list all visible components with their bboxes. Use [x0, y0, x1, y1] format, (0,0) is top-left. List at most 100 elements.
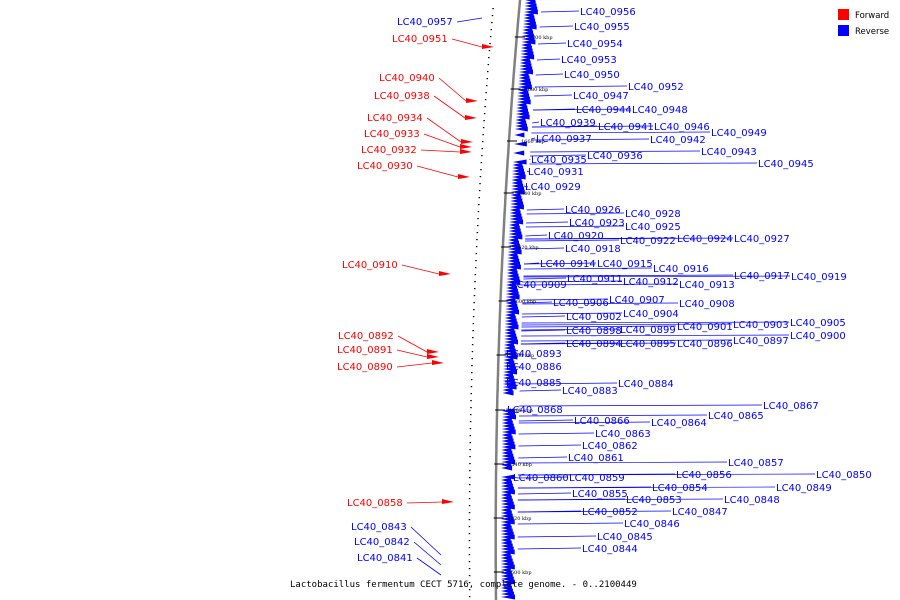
track-mark	[469, 435, 472, 437]
reverse-gene-label: LC40_0935	[531, 155, 587, 166]
connector-line	[522, 302, 679, 305]
track-mark	[475, 253, 478, 255]
legend-forward-swatch	[838, 9, 849, 20]
track-mark	[473, 309, 475, 311]
connector-line	[517, 547, 582, 550]
reverse-gene-label: LC40_0908	[679, 299, 735, 310]
connector-line	[531, 125, 654, 128]
reverse-gene-arrow	[501, 462, 512, 468]
reverse-gene-label: LC40_0846	[624, 519, 680, 530]
reverse-gene-label: LC40_0857	[728, 458, 784, 469]
connector-line	[518, 461, 728, 464]
connector-line	[526, 170, 530, 173]
reverse-gene-label: LC40_0863	[595, 429, 651, 440]
reverse-gene-arrow	[503, 360, 515, 366]
connector-line	[518, 473, 816, 476]
track-mark	[471, 351, 474, 353]
track-mark	[478, 204, 480, 206]
reverse-gene-label: LC40_0936	[587, 151, 643, 162]
reverse-gene-label: LC40_0948	[632, 105, 688, 116]
connector-line	[451, 38, 483, 48]
connector-line	[525, 237, 734, 240]
reverse-gene-arrow	[500, 549, 515, 555]
connector-line	[534, 85, 628, 88]
reverse-gene-arrow	[500, 483, 513, 489]
reverse-gene-arrow	[520, 54, 535, 60]
reverse-gene-label: LC40_0929	[525, 182, 581, 193]
track-mark	[482, 141, 484, 143]
legend-reverse-label: Reverse	[855, 27, 889, 37]
reverse-gene-arrow	[500, 495, 512, 501]
reverse-gene-label: LC40_0859	[569, 473, 625, 484]
reverse-gene-label: LC40_0860	[513, 473, 569, 484]
track-mark	[469, 456, 471, 458]
track-mark	[469, 484, 471, 486]
reverse-gene-label: LC40_0924	[677, 234, 733, 245]
reverse-gene-label: LC40_0862	[582, 441, 638, 452]
reverse-gene-label: LC40_0861	[568, 453, 624, 464]
reverse-gene-arrow	[511, 174, 526, 180]
track-mark	[472, 337, 474, 339]
legend-reverse-swatch	[838, 25, 849, 36]
track-mark	[480, 162, 483, 164]
track-mark	[469, 470, 471, 472]
gene-glyphs	[427, 0, 538, 600]
reverse-gene-arrow	[509, 204, 524, 210]
reverse-gene-label: LC40_0852	[582, 507, 638, 518]
reverse-gene-arrow	[501, 420, 513, 426]
track-mark	[483, 113, 486, 115]
connector-line	[397, 335, 428, 353]
reverse-gene-label: LC40_0923	[569, 218, 625, 229]
reverse-gene-arrow	[502, 384, 517, 390]
reverse-gene-arrow	[500, 585, 512, 591]
track-mark	[479, 183, 481, 185]
reverse-gene-arrow	[500, 570, 512, 576]
reverse-gene-label: LC40_0897	[733, 336, 789, 347]
connector-line	[520, 339, 733, 342]
reverse-gene-arrow	[500, 561, 514, 567]
tick-label: 1540 kbp	[508, 462, 532, 468]
reverse-gene-label: LC40_0943	[701, 147, 757, 158]
reverse-gene-label: LC40_0848	[724, 495, 780, 506]
reverse-gene-arrow	[500, 528, 513, 534]
reverse-gene-arrow	[500, 498, 513, 504]
reverse-gene-arrow	[515, 114, 530, 120]
connector-line	[519, 389, 562, 392]
connector-line	[522, 301, 553, 304]
connector-line	[423, 133, 461, 148]
track-mark	[469, 442, 471, 444]
connector-line	[401, 264, 440, 275]
track-mark	[469, 428, 472, 430]
reverse-gene-arrow	[506, 282, 517, 288]
reverse-gene-arrow	[514, 132, 525, 138]
connector-line	[525, 234, 548, 237]
forward-gene-label: LC40_0842	[354, 537, 410, 548]
reverse-gene-arrow	[500, 513, 513, 519]
reverse-gene-arrow	[501, 417, 512, 423]
reverse-gene-arrow	[500, 519, 515, 525]
connector-line	[530, 150, 701, 153]
track-mark	[468, 589, 471, 591]
reverse-gene-label: LC40_0937	[536, 134, 592, 145]
forward-gene-label: LC40_0951	[392, 34, 448, 45]
reverse-gene-label: LC40_0918	[565, 244, 621, 255]
reverse-gene-label: LC40_0844	[582, 544, 638, 555]
tick-label: 1560 kbp	[509, 408, 533, 414]
reverse-gene-label: LC40_0953	[561, 55, 617, 66]
track-mark	[468, 491, 471, 493]
connector-line	[410, 526, 442, 556]
reverse-gene-arrow	[505, 300, 517, 306]
legend-forward-label: Forward	[855, 11, 889, 21]
gene-labels: LC40_0957 LC40_0951 LC40_0940 LC40_0938 LC40…	[337, 7, 872, 564]
connector-line	[517, 492, 572, 495]
track-mark	[468, 526, 471, 528]
forward-gene-arrow	[465, 115, 477, 120]
forward-gene-arrow	[427, 354, 439, 359]
track-mark	[474, 267, 477, 269]
connector-line	[523, 275, 791, 278]
connector-line	[518, 421, 651, 424]
reverse-gene-arrow	[508, 234, 523, 240]
track-mark	[482, 134, 484, 136]
forward-gene-label: LC40_0938	[374, 91, 430, 102]
reverse-gene-arrow	[504, 327, 515, 333]
